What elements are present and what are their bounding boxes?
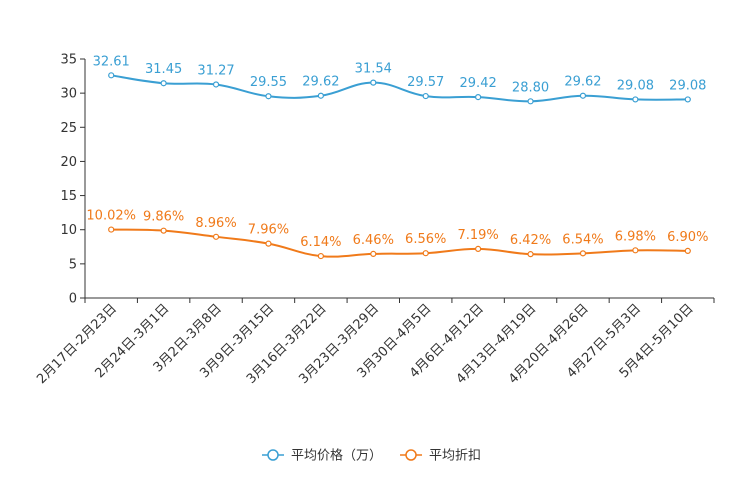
data-label: 31.45 — [145, 62, 182, 77]
data-point[interactable] — [579, 250, 587, 257]
data-point[interactable] — [370, 250, 377, 257]
data-point[interactable] — [422, 92, 429, 100]
data-point[interactable] — [579, 92, 587, 99]
y-tick-label: 0 — [69, 292, 77, 307]
axes: 051015202530352月17日-2月23日2月24日-3月1日3月2日-… — [34, 53, 715, 387]
data-point[interactable] — [265, 240, 272, 247]
data-point[interactable] — [160, 80, 167, 87]
data-point[interactable] — [422, 250, 429, 257]
data-point[interactable] — [475, 245, 482, 253]
y-tick-label: 15 — [60, 189, 77, 204]
series-1: 32.61 31.45 31.27 29.55 29.62 31.54 29.57 29.42… — [93, 54, 706, 105]
data-label: 6.98% — [615, 229, 656, 244]
y-tick-label: 25 — [60, 121, 77, 136]
data-point[interactable] — [212, 233, 220, 240]
data-label: 6.54% — [562, 232, 603, 247]
data-label: 29.42 — [460, 76, 497, 91]
data-label: 29.57 — [407, 75, 444, 90]
legend-label: 平均价格（万） — [291, 448, 382, 464]
series-line — [111, 74, 688, 103]
data-label: 10.02% — [86, 209, 136, 224]
data-label: 6.90% — [667, 230, 708, 245]
legend[interactable]: 平均价格（万） 平均折扣 — [262, 448, 481, 464]
legend-item-2[interactable]: 平均折扣 — [400, 449, 481, 464]
data-label: 28.80 — [512, 80, 549, 95]
data-label: 29.62 — [302, 75, 339, 90]
y-tick-label: 20 — [60, 155, 77, 170]
data-point[interactable] — [684, 247, 691, 254]
data-label: 9.86% — [143, 210, 184, 225]
data-point[interactable] — [317, 92, 324, 99]
data-label: 6.46% — [353, 233, 394, 248]
data-point[interactable] — [475, 94, 482, 101]
data-label: 29.62 — [564, 75, 601, 90]
y-tick-label: 10 — [60, 223, 77, 238]
data-label: 6.56% — [405, 232, 446, 247]
y-tick-label: 30 — [60, 87, 77, 102]
legend-marker — [267, 449, 279, 461]
data-point[interactable] — [265, 93, 272, 100]
data-label: 7.96% — [248, 223, 289, 238]
data-label: 32.61 — [93, 54, 130, 69]
data-point[interactable] — [527, 98, 534, 105]
y-tick-label: 5 — [69, 257, 77, 272]
data-point[interactable] — [108, 72, 115, 79]
legend-marker — [405, 449, 417, 461]
data-point[interactable] — [212, 81, 220, 88]
data-point[interactable] — [632, 247, 639, 254]
data-label: 31.27 — [197, 63, 234, 78]
data-label: 29.55 — [250, 75, 287, 90]
data-label: 6.42% — [510, 233, 551, 248]
data-label: 31.54 — [355, 62, 392, 77]
data-label: 7.19% — [457, 228, 498, 243]
data-point[interactable] — [370, 79, 377, 86]
legend-label: 平均折扣 — [429, 449, 481, 464]
data-point[interactable] — [632, 96, 639, 103]
data-point[interactable] — [160, 227, 167, 234]
series-2: 10.02% 9.86% 8.96% 7.96% 6.14% 6.46% 6.56% 7.19… — [86, 209, 708, 260]
y-tick-label: 35 — [60, 53, 77, 68]
data-label: 29.08 — [617, 78, 654, 93]
series-line — [111, 228, 688, 258]
series-layer: 32.61 31.45 31.27 29.55 29.62 31.54 29.57 29.42… — [86, 54, 708, 260]
data-label: 8.96% — [195, 216, 236, 231]
data-point[interactable] — [108, 226, 115, 233]
legend-item-1[interactable]: 平均价格（万） — [262, 448, 382, 464]
data-label: 6.14% — [300, 235, 341, 250]
data-point[interactable] — [684, 96, 691, 103]
data-point[interactable] — [317, 252, 324, 260]
data-point[interactable] — [527, 251, 534, 258]
data-label: 29.08 — [669, 78, 706, 93]
